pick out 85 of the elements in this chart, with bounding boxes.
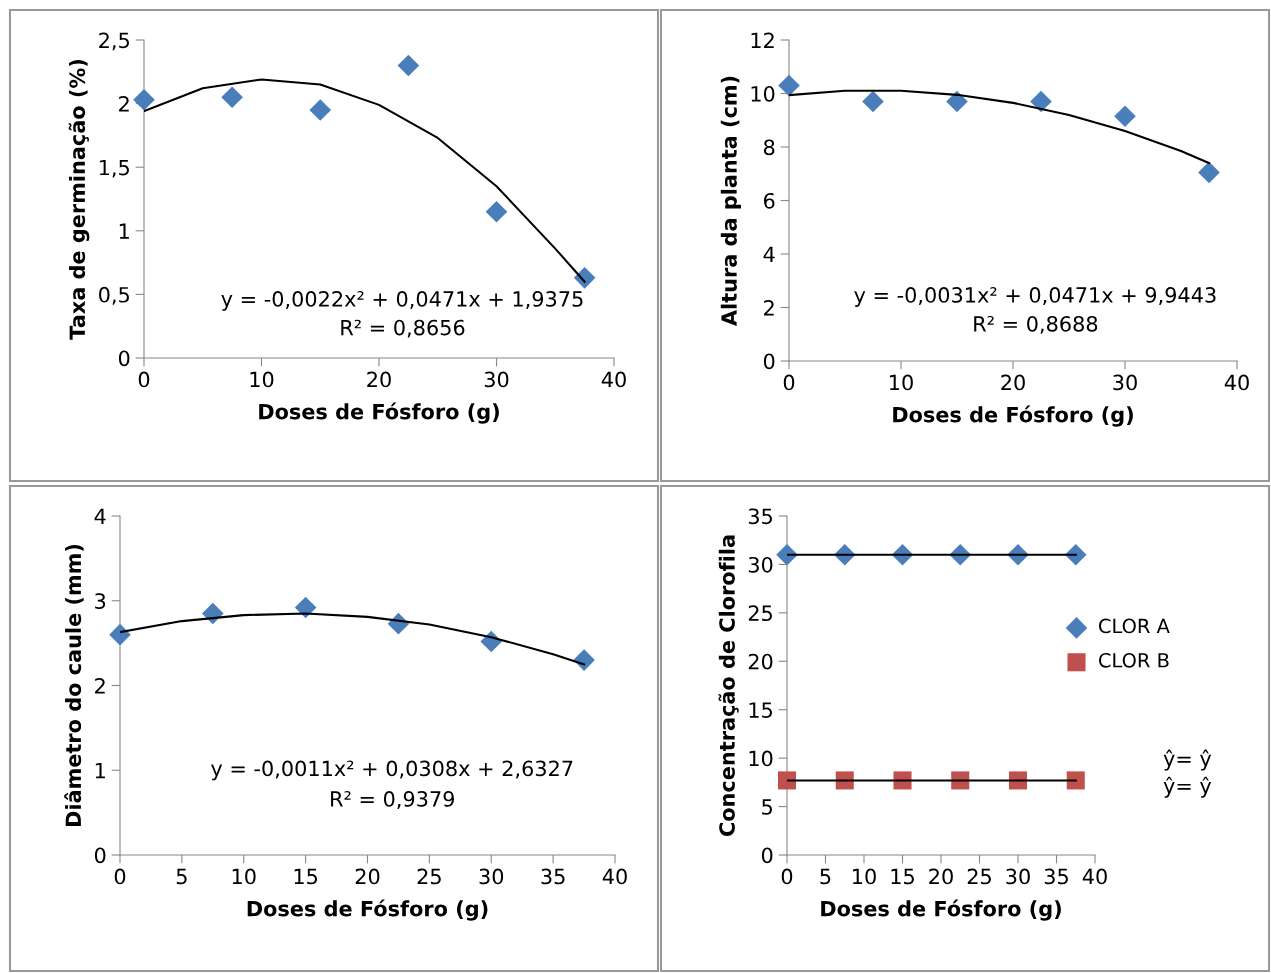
x-tick-label: 0 [138,371,150,388]
y-tick-label: 4 [94,508,106,524]
x-axis-title: Doses de Fósforo (g) [821,899,1061,921]
x-tick-label: 40 [1224,374,1249,391]
y-tick-label: 12 [751,32,774,48]
point [573,267,596,289]
y-tick-label: 20 [748,653,773,670]
y-tick-label: 1 [95,762,105,779]
y-tick-label: 1,5 [99,159,129,178]
x-tick-label: 35 [1044,868,1068,885]
point [309,99,332,121]
x-tick-label: 20 [367,371,391,388]
x-tick-label: 40 [602,868,627,885]
x-tick-label: 10 [250,371,274,388]
y-tick-label: 0 [763,353,775,370]
x-tick-label: 30 [1113,374,1137,391]
point [133,88,155,111]
x-tick-label: 10 [890,374,913,391]
y-tick-label: 6 [764,192,775,209]
x-tick-label: 10 [853,868,876,885]
x-tick-label: 35 [541,868,565,885]
y-tick-label: 2 [119,96,129,112]
x-tick-label: 5 [176,868,187,885]
x-tick-label: 15 [891,868,914,885]
y-tick-label: 0 [761,847,773,864]
x-axis-title: Doses de Fósforo (g) [893,405,1133,427]
y-tick-label: 30 [748,556,773,573]
text: ŷ= ŷ [1163,749,1212,771]
point [397,54,420,77]
point [862,90,884,113]
point [202,602,224,625]
x-tick-label: 10 [232,868,256,885]
point [109,623,131,646]
annotation: y = -0,0031x² + 0,0471x + 9,9443 [854,287,1216,307]
annotation: R² = 0,8688 [974,315,1098,334]
x-axis-title: Doses de Fósforo (g) [247,899,488,921]
y-tick-label: 4 [763,246,775,262]
y-tick-label: 1 [119,223,129,239]
x-tick-label: 20 [355,868,380,885]
x-tick-label: 30 [484,371,509,388]
y-tick-label: 0 [118,350,130,367]
point [1114,105,1136,128]
x-tick-label: 30 [479,868,504,885]
y-tick-label: 3 [95,593,106,609]
y-axis-title: Diâmetro do caule (mm) [64,544,84,826]
x-tick-label: 15 [294,868,318,885]
annotation: y = -0,0011x² + 0,0308x + 2,6327 [211,760,573,781]
y-tick-label: 8 [763,139,775,156]
y-tick-label: 0,5 [99,286,129,305]
point [485,200,508,223]
point [221,86,243,109]
annotation: y = -0,0022x² + 0,0471x + 1,9375 [221,291,583,311]
x-tick-label: 25 [417,868,441,885]
x-tick-label: 0 [781,868,793,885]
text: ŷ= ŷ [1163,776,1212,798]
y-tick-label: 5 [762,799,772,815]
annotation: R² = 0,8656 [341,319,465,338]
y-tick-label: 2 [764,299,774,316]
y-axis-title: Concentração de Clorofila [718,535,739,836]
y-tick-label: 0 [94,847,106,864]
x-tick-label: 25 [967,868,991,885]
point [1030,90,1052,113]
x-tick-label: 40 [601,371,626,388]
x-tick-label: 5 [820,868,831,885]
y-tick-label: 15 [749,702,772,718]
x-tick-label: 20 [1001,374,1025,391]
y-tick-label: 35 [748,508,772,525]
legend-label: CLOR A [1098,618,1170,634]
legend-label: CLOR B [1098,652,1169,668]
y-tick-label: 2 [95,677,105,694]
point [1198,161,1220,184]
x-tick-label: 30 [1006,868,1030,885]
y-tick-label: 2,5 [99,32,129,51]
x-tick-label: 20 [929,868,953,885]
annotation: R² = 0,9379 [331,791,454,809]
point [778,74,800,97]
x-tick-label: 0 [783,374,795,391]
y-tick-label: 10 [749,750,773,767]
y-tick-label: 10 [751,85,775,102]
y-axis-title: Altura da planta (cm) [720,76,741,326]
x-tick-label: 40 [1082,868,1107,885]
point [946,90,968,113]
x-axis-title: Doses de Fósforo (g) [259,402,499,424]
y-tick-label: 25 [748,605,772,622]
y-axis-title: Taxa de germinação (%) [68,60,90,340]
